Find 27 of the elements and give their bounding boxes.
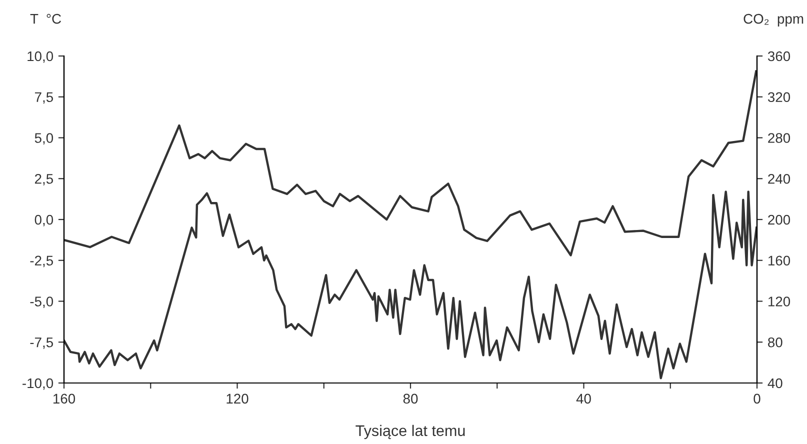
line-series bbox=[64, 70, 757, 256]
y2-tick-label: 160 bbox=[768, 256, 790, 266]
y-tick-label: -2,5 bbox=[30, 256, 54, 268]
y2-tick-label: 240 bbox=[768, 174, 790, 184]
y2-tick-label: 40 bbox=[768, 378, 782, 388]
y2-tick-label: 320 bbox=[768, 92, 790, 102]
x-tick-label: 160 bbox=[53, 394, 76, 404]
y-tick-label: -10,0 bbox=[22, 378, 54, 390]
y-tick-label: 5,0 bbox=[34, 133, 54, 145]
y-tick-label: 10,0 bbox=[28, 51, 54, 63]
y-tick-label: 7,5 bbox=[34, 92, 54, 104]
y-tick-label: 0,0 bbox=[34, 214, 54, 226]
y2-tick-label: 280 bbox=[768, 133, 790, 143]
y2-tick-label: 200 bbox=[768, 214, 790, 225]
x-tick-label: 120 bbox=[226, 394, 248, 404]
y2-tick-label: 80 bbox=[768, 337, 782, 348]
x-tick-label: 40 bbox=[576, 394, 591, 404]
y-tick-label: -7,5 bbox=[30, 338, 54, 349]
x-tick-label: 0 bbox=[754, 394, 760, 404]
y2-axis-title: CO₂ ppm bbox=[744, 14, 804, 26]
x-tick-label: 80 bbox=[403, 394, 418, 404]
y-tick-label: -5,0 bbox=[30, 296, 54, 308]
y2-tick-label: 360 bbox=[768, 51, 790, 62]
x-axis-title: Tysiące lat temu bbox=[356, 424, 465, 440]
y-tick-label: 2,5 bbox=[34, 174, 54, 186]
y2-tick-label: 120 bbox=[768, 296, 790, 306]
y-axis-title: T °C bbox=[30, 14, 62, 24]
